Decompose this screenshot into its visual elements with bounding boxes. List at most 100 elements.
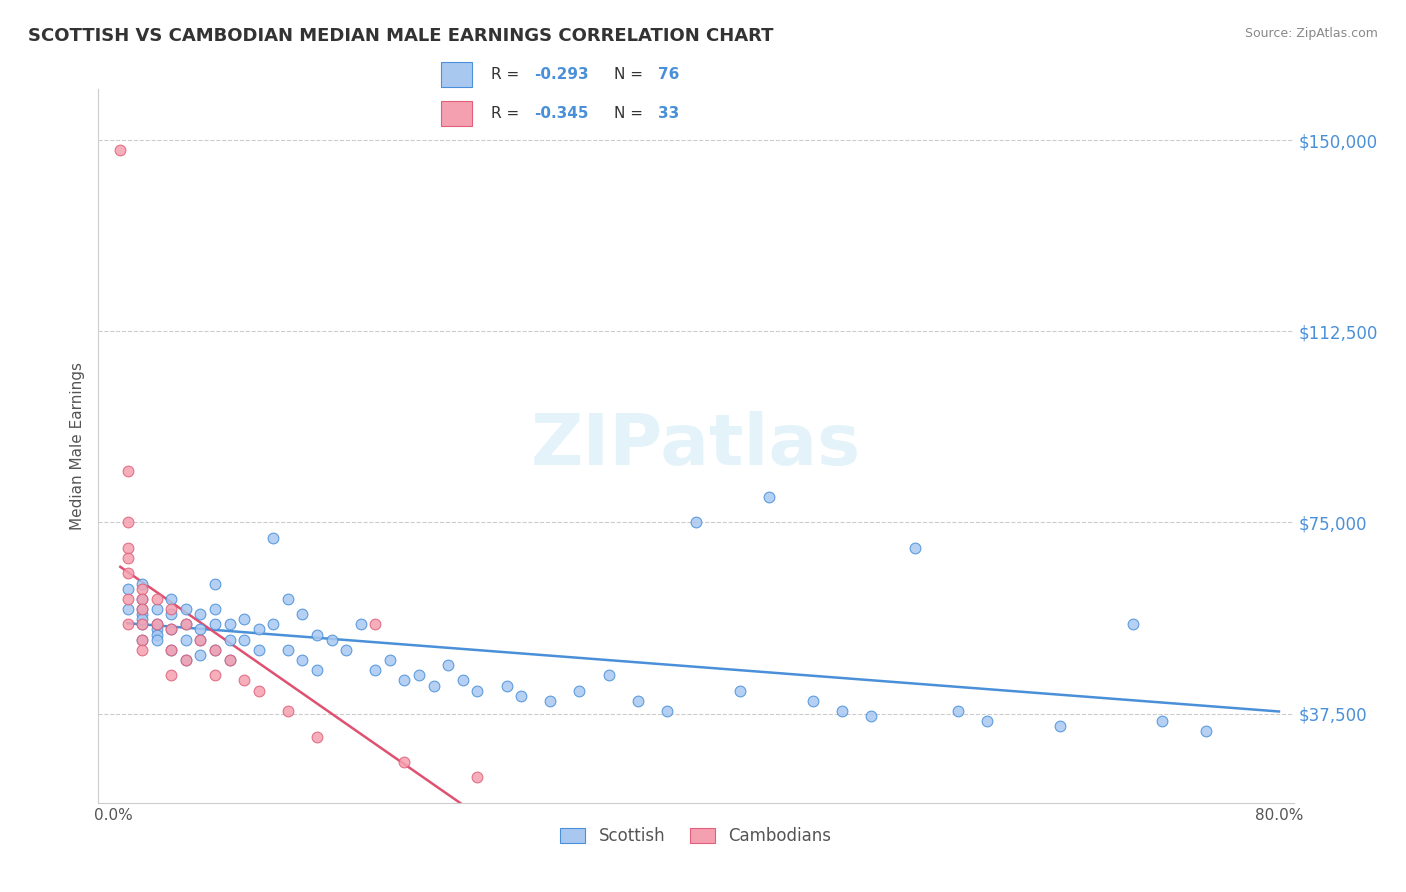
Point [117, 566, 139, 581]
Point [131, 602, 153, 616]
Point [233, 673, 256, 688]
Point [247, 623, 270, 637]
Point [1049, 719, 1071, 733]
Point [145, 623, 167, 637]
Point [131, 602, 153, 616]
Point [131, 591, 153, 606]
Point [1195, 724, 1218, 739]
Point [233, 632, 256, 647]
Point [131, 617, 153, 632]
Point [145, 617, 167, 632]
Point [247, 643, 270, 657]
Point [117, 541, 139, 555]
Point [131, 632, 153, 647]
Point [174, 617, 197, 632]
Point [145, 632, 167, 647]
Point [131, 632, 153, 647]
Point [204, 617, 226, 632]
Point [627, 694, 650, 708]
Point [117, 582, 139, 596]
Point [233, 612, 256, 626]
Point [321, 632, 343, 647]
Point [110, 144, 132, 158]
Point [160, 643, 183, 657]
Point [204, 643, 226, 657]
Point [117, 602, 139, 616]
Point [117, 617, 139, 632]
Point [831, 704, 853, 718]
Point [174, 617, 197, 632]
Point [903, 541, 925, 555]
Point [218, 632, 240, 647]
FancyBboxPatch shape [441, 101, 472, 126]
Text: N =: N = [614, 67, 648, 81]
Point [451, 673, 474, 688]
Point [160, 607, 183, 622]
Text: -0.345: -0.345 [534, 106, 589, 120]
Point [364, 617, 387, 632]
Text: 76: 76 [658, 67, 679, 81]
Point [305, 663, 328, 677]
Point [160, 602, 183, 616]
Point [247, 683, 270, 698]
Text: -0.293: -0.293 [534, 67, 589, 81]
Point [204, 643, 226, 657]
Point [131, 617, 153, 632]
Point [277, 643, 299, 657]
Point [422, 679, 444, 693]
Point [277, 591, 299, 606]
Point [190, 632, 212, 647]
Point [117, 465, 139, 479]
Point [174, 653, 197, 667]
Point [1122, 617, 1144, 632]
Point [291, 607, 314, 622]
Point [495, 679, 517, 693]
Point [218, 653, 240, 667]
Point [204, 668, 226, 682]
Point [145, 591, 167, 606]
Point [408, 668, 430, 682]
Point [174, 632, 197, 647]
Point [174, 602, 197, 616]
Point [859, 709, 882, 723]
Point [262, 617, 284, 632]
Point [131, 576, 153, 591]
Point [131, 582, 153, 596]
Point [190, 607, 212, 622]
Point [467, 683, 489, 698]
Point [538, 694, 561, 708]
Point [976, 714, 998, 729]
Point [131, 607, 153, 622]
Point [117, 591, 139, 606]
Point [801, 694, 824, 708]
Point [145, 617, 167, 632]
Point [655, 704, 678, 718]
Point [350, 617, 373, 632]
Point [305, 730, 328, 744]
Point [160, 668, 183, 682]
Point [131, 591, 153, 606]
Point [218, 653, 240, 667]
Text: ZIPatlas: ZIPatlas [531, 411, 860, 481]
Point [117, 516, 139, 530]
Point [685, 516, 707, 530]
Point [758, 490, 780, 504]
Point [510, 689, 533, 703]
Point [145, 627, 167, 641]
Point [277, 704, 299, 718]
Legend: Scottish, Cambodians: Scottish, Cambodians [554, 821, 838, 852]
Point [364, 663, 387, 677]
Point [160, 643, 183, 657]
Point [145, 602, 167, 616]
Y-axis label: Median Male Earnings: Median Male Earnings [69, 362, 84, 530]
Point [204, 576, 226, 591]
Point [131, 612, 153, 626]
Point [190, 648, 212, 662]
Point [160, 591, 183, 606]
Point [190, 632, 212, 647]
Point [131, 643, 153, 657]
Point [291, 653, 314, 667]
Point [160, 623, 183, 637]
Point [335, 643, 357, 657]
Point [568, 683, 591, 698]
